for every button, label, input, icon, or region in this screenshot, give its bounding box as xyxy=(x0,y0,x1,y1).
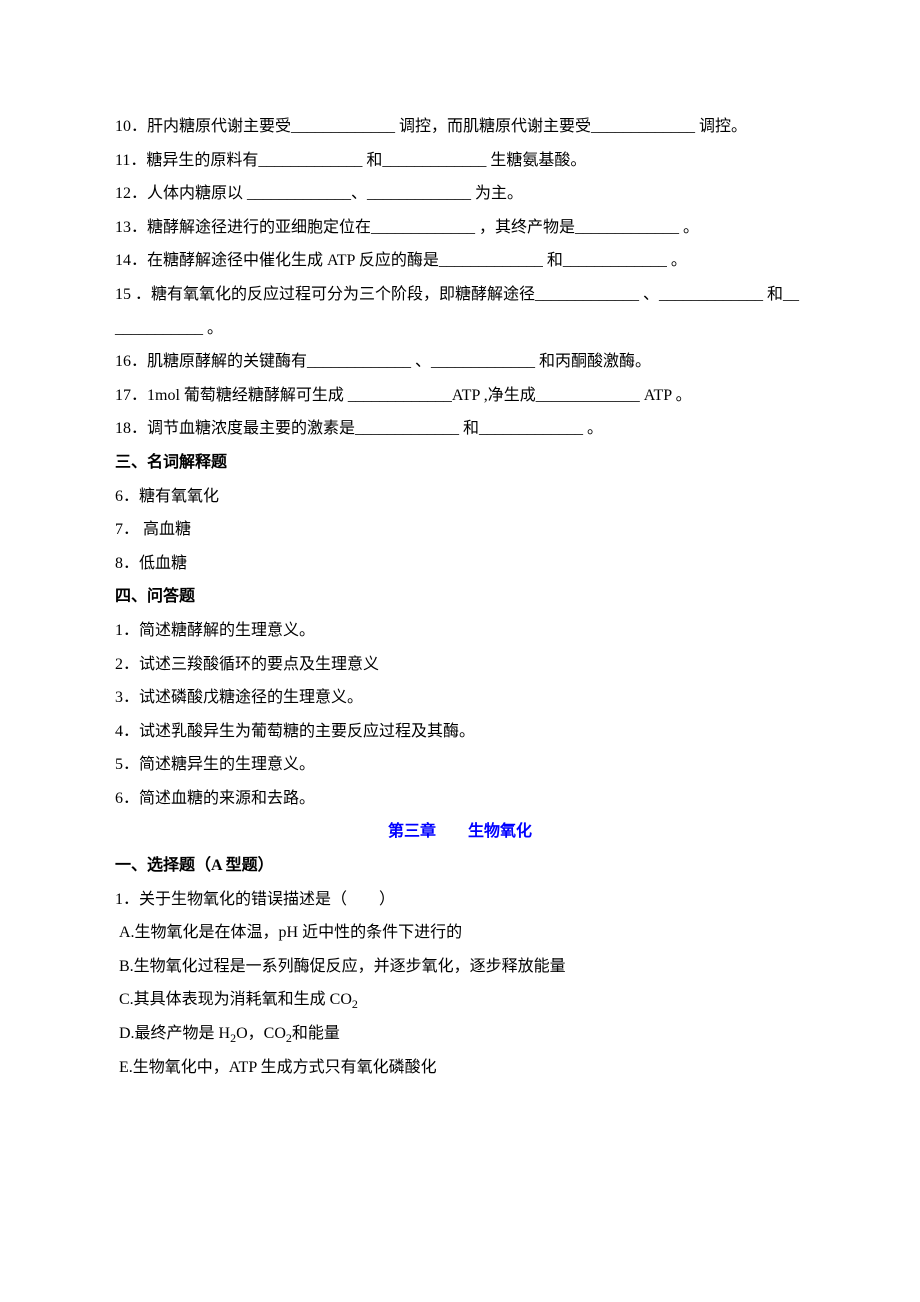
section-heading-essay: 四、问答题 xyxy=(115,580,805,614)
option-a-text: A.生物氧化是在体温，pH 近中性的条件下进行的 xyxy=(119,924,462,941)
essay-5: 5．简述糖异生的生理意义。 xyxy=(115,748,805,782)
question-14: 14．在糖酵解途径中催化生成 ATP 反应的酶是_____________ 和_… xyxy=(115,244,805,278)
essay-1: 1．简述糖酵解的生理意义。 xyxy=(115,614,805,648)
option-c-pre: C.其具体表现为消耗氧和生成 CO xyxy=(119,991,352,1008)
question-10: 10．肝内糖原代谢主要受_____________ 调控，而肌糖原代谢主要受__… xyxy=(115,110,805,144)
option-d-post: 和能量 xyxy=(292,1025,340,1042)
question-12: 12．人体内糖原以 _____________、_____________ 为主… xyxy=(115,177,805,211)
essay-3: 3．试述磷酸戊糖途径的生理意义。 xyxy=(115,681,805,715)
question-13: 13．糖酵解途径进行的亚细胞定位在_____________ ，其终产物是___… xyxy=(115,211,805,245)
option-e: E.生物氧化中，ATP 生成方式只有氧化磷酸化 xyxy=(115,1051,805,1085)
term-6: 6．糖有氧氧化 xyxy=(115,480,805,514)
option-c-sub: 2 xyxy=(352,998,358,1012)
chapter-title: 第三章 生物氧化 xyxy=(115,815,805,849)
section-heading-choice: 一、选择题（A 型题） xyxy=(115,849,805,883)
essay-4: 4．试述乳酸异生为葡萄糖的主要反应过程及其酶。 xyxy=(115,715,805,749)
option-e-text: E.生物氧化中，ATP 生成方式只有氧化磷酸化 xyxy=(119,1059,437,1076)
option-a: A.生物氧化是在体温，pH 近中性的条件下进行的 xyxy=(115,916,805,950)
chapter-number: 第三章 xyxy=(388,823,436,840)
option-b-text: B.生物氧化过程是一系列酶促反应，并逐步氧化，逐步释放能量 xyxy=(119,958,566,975)
question-11: 11．糖异生的原料有_____________ 和_____________ 生… xyxy=(115,144,805,178)
option-d-pre: D.最终产物是 H xyxy=(119,1025,230,1042)
option-c: C.其具体表现为消耗氧和生成 CO2 xyxy=(115,983,805,1017)
question-17: 17．1mol 葡萄糖经糖酵解可生成 _____________ATP ,净生成… xyxy=(115,379,805,413)
essay-2: 2．试述三羧酸循环的要点及生理意义 xyxy=(115,648,805,682)
option-b: B.生物氧化过程是一系列酶促反应，并逐步氧化，逐步释放能量 xyxy=(115,950,805,984)
question-18: 18．调节血糖浓度最主要的激素是_____________ 和_________… xyxy=(115,412,805,446)
section-heading-terms: 三、名词解释题 xyxy=(115,446,805,480)
choice-q1: 1．关于生物氧化的错误描述是（ ） xyxy=(115,883,805,917)
question-16: 16．肌糖原酵解的关键酶有_____________ 、____________… xyxy=(115,345,805,379)
term-7: 7． 高血糖 xyxy=(115,513,805,547)
document-page: 10．肝内糖原代谢主要受_____________ 调控，而肌糖原代谢主要受__… xyxy=(0,0,920,1164)
option-d-mid: O，CO xyxy=(236,1025,286,1042)
chapter-name: 生物氧化 xyxy=(468,823,532,840)
term-8: 8．低血糖 xyxy=(115,547,805,581)
essay-6: 6．简述血糖的来源和去路。 xyxy=(115,782,805,816)
option-d: D.最终产物是 H2O，CO2和能量 xyxy=(115,1017,805,1051)
question-15: 15 ．糖有氧氧化的反应过程可分为三个阶段，即糖酵解途径____________… xyxy=(115,278,805,345)
